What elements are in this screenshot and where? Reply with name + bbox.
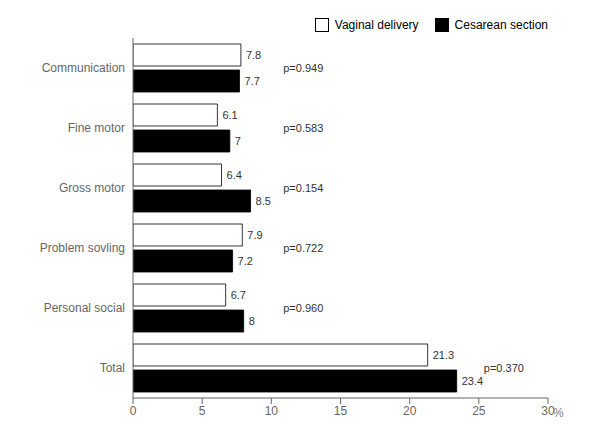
svg-text:7.8: 7.8 — [246, 49, 261, 61]
svg-text:0: 0 — [130, 404, 137, 418]
svg-text:23.4: 23.4 — [462, 375, 483, 387]
svg-text:25: 25 — [472, 404, 486, 418]
svg-text:Fine motor: Fine motor — [68, 121, 125, 135]
svg-text:p=0.154: p=0.154 — [283, 182, 323, 194]
svg-text:7.2: 7.2 — [238, 255, 253, 267]
svg-text:6.7: 6.7 — [231, 289, 246, 301]
svg-text:Problem sovling: Problem sovling — [40, 241, 125, 255]
svg-text:Total: Total — [100, 361, 125, 375]
svg-text:Communication: Communication — [42, 61, 125, 75]
svg-text:6.4: 6.4 — [227, 169, 242, 181]
html-text:Vaginal delivery: Vaginal delivery — [334, 18, 419, 32]
svg-text:6.1: 6.1 — [222, 109, 237, 121]
svg-text:10: 10 — [265, 404, 279, 418]
svg-text:15: 15 — [334, 404, 348, 418]
svg-text:p=0.949: p=0.949 — [283, 62, 323, 74]
svg-text:p=0.583: p=0.583 — [283, 122, 323, 134]
svg-text:%: % — [553, 406, 564, 420]
svg-text:p=0.370: p=0.370 — [484, 362, 524, 374]
html-text:Cesarean section: Cesarean section — [454, 18, 548, 32]
svg-text:30: 30 — [541, 403, 555, 418]
svg-text:8.5: 8.5 — [256, 195, 271, 207]
svg-text:20: 20 — [403, 404, 417, 418]
svg-text:21.3: 21.3 — [433, 349, 454, 361]
svg-text:7.7: 7.7 — [245, 75, 260, 87]
svg-text:Gross motor: Gross motor — [59, 181, 125, 195]
svg-text:8: 8 — [249, 315, 255, 327]
svg-text:7.9: 7.9 — [247, 229, 262, 241]
svg-text:5: 5 — [199, 404, 206, 418]
svg-text:7: 7 — [235, 135, 241, 147]
svg-text:p=0.722: p=0.722 — [283, 242, 323, 254]
svg-text:Personal social: Personal social — [44, 301, 125, 315]
svg-text:p=0.960: p=0.960 — [283, 302, 323, 314]
